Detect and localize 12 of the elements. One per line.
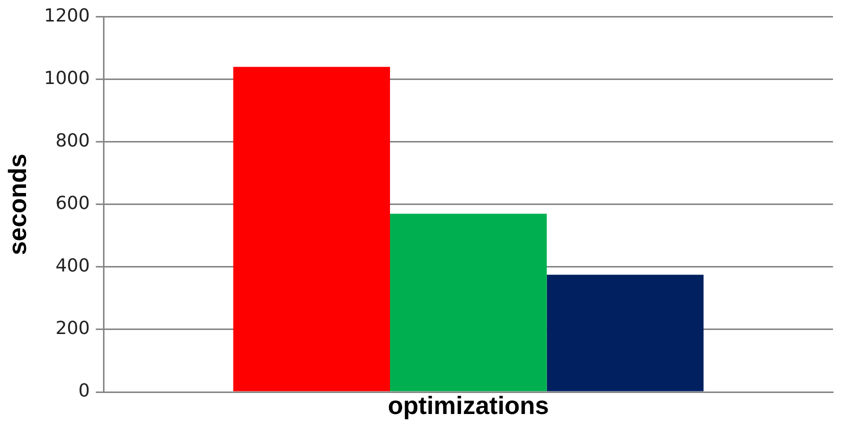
bar: [546, 274, 704, 392]
y-tick-label: 400: [55, 256, 90, 277]
y-tick-label: 600: [55, 193, 90, 214]
y-tick-label: 1200: [44, 5, 90, 26]
y-tick-label: 200: [55, 318, 90, 340]
y-tick-label: 0: [78, 380, 90, 402]
y-tick-label: 800: [55, 130, 90, 152]
y-axis-title: seconds: [4, 154, 32, 256]
y-tick-label: 1000: [44, 68, 90, 90]
bar: [390, 214, 547, 392]
bar: [233, 66, 390, 392]
x-axis-title: optimizations: [388, 392, 549, 420]
